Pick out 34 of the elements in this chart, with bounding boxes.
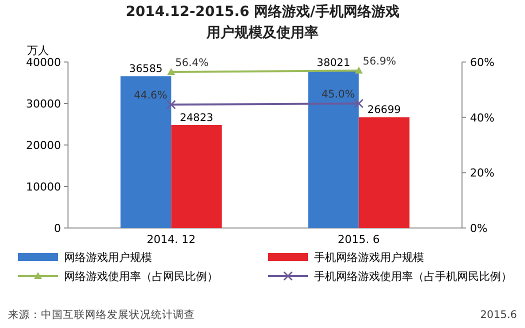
y2-tick-label: 60% [470, 56, 494, 69]
y2-tick-label: 40% [470, 111, 494, 124]
legend-label: 网络游戏用户规模 [64, 251, 152, 264]
point [354, 98, 364, 108]
y-tick-label: 10000 [26, 180, 61, 194]
y-tick-label: 20000 [26, 139, 61, 152]
data-label: 36585 [129, 63, 163, 76]
data-label: 56.4% [175, 56, 209, 69]
data-label: 56.9% [362, 56, 396, 68]
y-tick-label: 30000 [26, 98, 61, 110]
chart-title: 2014.12-2015.6 网络游戏/手机网络游戏 [126, 3, 400, 20]
data-label: 38021 [316, 57, 350, 70]
bar [308, 70, 359, 228]
bar [171, 124, 222, 228]
point [166, 100, 176, 110]
data-label: 24823 [180, 112, 214, 124]
y-tick-label: 0 [54, 222, 61, 235]
bar [358, 117, 410, 228]
legend-label: 手机网络游戏使用率（占手机网民比例） [314, 270, 512, 283]
chart-subtitle: 用户规模及使用率 [206, 24, 318, 41]
text: 2015.6 [480, 309, 518, 321]
bar [120, 76, 172, 228]
source-note: 来源：中国互联网络发展状况统计调查 [8, 308, 195, 321]
y-axis-title: 万人 [27, 44, 49, 57]
y-tick-label: 40000 [26, 56, 61, 69]
y2-tick-label: 20% [470, 166, 494, 180]
data-label: 26699 [367, 104, 401, 116]
data-label: 45.0% [321, 88, 355, 100]
legend-label: 网络游戏使用率（占网民比例） [64, 270, 218, 283]
x-tick-label: 2015. 6 [338, 233, 380, 246]
y2-tick-label: 0% [470, 222, 488, 235]
x-tick-label: 2014. 12 [146, 233, 196, 246]
legend-label: 手机网络游戏用户规模 [314, 251, 424, 264]
data-label: 44.6% [134, 90, 168, 102]
